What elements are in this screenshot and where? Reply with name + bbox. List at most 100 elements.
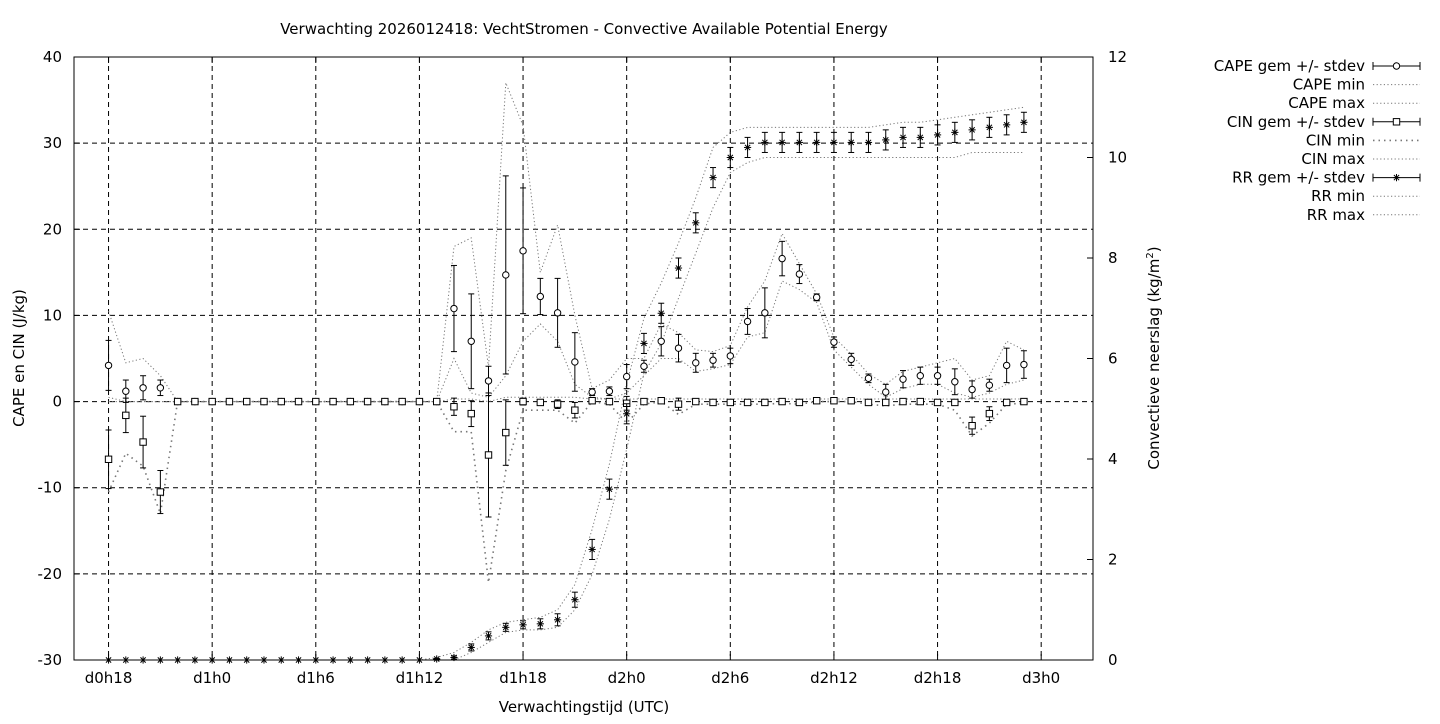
legend-swatch-marker xyxy=(1392,174,1401,182)
series-line-rr-max xyxy=(108,106,1024,661)
rr-point xyxy=(864,138,873,147)
rr-point-stroke xyxy=(744,144,751,151)
y2-tick-label: 6 xyxy=(1108,350,1118,368)
cin-point xyxy=(882,398,890,407)
cape-point xyxy=(795,270,804,278)
cin-point xyxy=(640,397,648,406)
rr-point-stroke xyxy=(641,340,647,347)
cape-point xyxy=(605,387,614,395)
legend-swatch-marker xyxy=(1392,118,1401,126)
cin-point xyxy=(812,397,821,405)
cin-point xyxy=(312,397,320,406)
legend-swatch-marker-stroke xyxy=(1393,174,1400,181)
cin-point xyxy=(778,397,786,406)
legend-label: RR gem +/- stdev xyxy=(1232,169,1365,187)
rr-point-stroke xyxy=(502,624,509,631)
y-tick-label: -30 xyxy=(38,651,63,669)
rr-point-stroke xyxy=(934,131,941,138)
cin-point xyxy=(692,397,700,406)
legend-label: CAPE gem +/- stdev xyxy=(1214,57,1365,75)
rr-point-stroke xyxy=(727,154,734,161)
cin-point xyxy=(726,398,735,407)
cape-point xyxy=(657,337,665,345)
cape-point xyxy=(467,337,475,345)
rr-point-stroke xyxy=(1020,119,1027,126)
x-tick-label: d1h6 xyxy=(297,669,335,687)
rr-point xyxy=(899,133,907,141)
cape-point xyxy=(847,355,855,364)
rr-point xyxy=(605,485,614,493)
rr-point-stroke xyxy=(969,126,976,133)
rr-point-stroke xyxy=(779,139,786,146)
cin-point xyxy=(243,397,251,406)
rr-point-stroke xyxy=(848,139,855,146)
rr-point-stroke xyxy=(537,620,544,627)
y-tick-label: -10 xyxy=(38,479,63,497)
rr-point xyxy=(588,545,596,554)
y-tick-label: -20 xyxy=(38,565,63,583)
cin-point xyxy=(761,398,769,407)
y-tick-label: 20 xyxy=(43,220,62,238)
x-tick-label: d2h18 xyxy=(914,669,962,687)
rr-point xyxy=(450,653,458,662)
cin-point xyxy=(588,397,596,405)
y-tick-label: 40 xyxy=(43,48,62,66)
x-tick-label: d3h0 xyxy=(1022,669,1060,687)
cape-point xyxy=(640,362,648,370)
cin-point xyxy=(1002,398,1011,407)
rr-point xyxy=(657,309,665,317)
x-tick-label: d0h18 xyxy=(85,669,133,687)
rr-point xyxy=(933,131,942,139)
legend-label: CIN min xyxy=(1306,131,1365,149)
rr-point-stroke xyxy=(554,616,561,623)
cin-point xyxy=(709,398,717,407)
rr-point xyxy=(674,264,683,272)
cin-point xyxy=(1020,397,1028,406)
rr-point xyxy=(1020,118,1028,126)
rr-point-stroke xyxy=(1003,121,1010,128)
cape-point xyxy=(536,292,545,301)
rr-point-stroke xyxy=(589,546,596,553)
cin-point xyxy=(173,397,182,406)
cape-point xyxy=(502,271,510,279)
rr-point-stroke xyxy=(986,124,993,131)
cape-point xyxy=(709,356,717,364)
rr-point xyxy=(795,138,803,147)
cin-point xyxy=(605,397,614,406)
cin-point xyxy=(346,397,355,406)
rr-point xyxy=(968,126,976,134)
cape-point xyxy=(156,384,165,392)
grid xyxy=(74,57,1093,660)
rr-point xyxy=(1003,121,1011,129)
cape-point xyxy=(571,358,579,366)
rr-point xyxy=(813,138,821,147)
legend-label: CAPE min xyxy=(1293,76,1365,94)
rr-point-stroke xyxy=(900,134,906,141)
y2-tick-label: 8 xyxy=(1108,249,1118,267)
cape-point xyxy=(864,374,873,383)
rr-point-stroke xyxy=(623,410,630,417)
rr-point-stroke xyxy=(710,174,716,181)
x-axis-label: Verwachtingstijd (UTC) xyxy=(499,698,670,716)
rr-point xyxy=(761,138,769,147)
y2-tick-label: 2 xyxy=(1108,551,1118,569)
series-line-rr-min xyxy=(108,152,1024,661)
y2-axis-label: Convectieve neerslag (kg/m2) xyxy=(1145,246,1163,469)
cape-point xyxy=(692,359,700,367)
cape-point xyxy=(622,372,631,381)
chart-title: Verwachting 2026012418: VechtStromen - C… xyxy=(280,20,888,38)
rr-point xyxy=(484,632,493,640)
rr-point-stroke xyxy=(796,139,803,146)
cin-point xyxy=(381,397,389,406)
cin-point xyxy=(795,398,804,407)
rr-point xyxy=(692,219,700,227)
rr-point-stroke xyxy=(571,596,578,603)
cin-point xyxy=(951,398,959,407)
cape-point xyxy=(951,378,959,386)
cape-point xyxy=(743,317,752,326)
cape-point xyxy=(139,384,147,392)
cape-point xyxy=(882,388,890,396)
cin-point xyxy=(519,397,527,406)
cin-point xyxy=(847,397,855,405)
